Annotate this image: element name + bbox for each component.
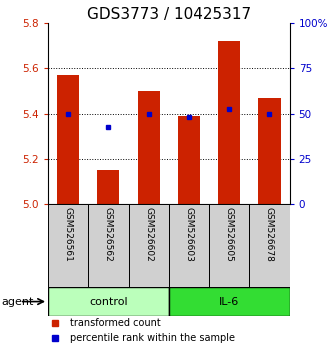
Bar: [88, 204, 128, 287]
Text: agent: agent: [2, 297, 34, 307]
Bar: [169, 204, 209, 287]
Bar: [128, 204, 169, 287]
Text: GSM526602: GSM526602: [144, 207, 153, 262]
Bar: [57, 75, 79, 204]
Text: transformed count: transformed count: [70, 318, 161, 328]
Text: percentile rank within the sample: percentile rank within the sample: [70, 333, 235, 343]
Bar: [138, 91, 160, 204]
Bar: [178, 116, 200, 204]
Text: IL-6: IL-6: [219, 297, 239, 307]
Text: control: control: [89, 297, 128, 307]
Text: GSM526561: GSM526561: [64, 207, 72, 262]
Bar: [249, 204, 290, 287]
Bar: [97, 170, 119, 204]
Bar: [218, 41, 240, 204]
Text: GSM526603: GSM526603: [184, 207, 193, 262]
Bar: [169, 287, 290, 316]
Bar: [259, 98, 281, 204]
Bar: [48, 204, 88, 287]
Title: GDS3773 / 10425317: GDS3773 / 10425317: [87, 7, 251, 22]
Text: GSM526678: GSM526678: [265, 207, 274, 262]
Bar: [48, 287, 169, 316]
Text: GSM526605: GSM526605: [225, 207, 234, 262]
Text: GSM526562: GSM526562: [104, 207, 113, 262]
Bar: [209, 204, 249, 287]
